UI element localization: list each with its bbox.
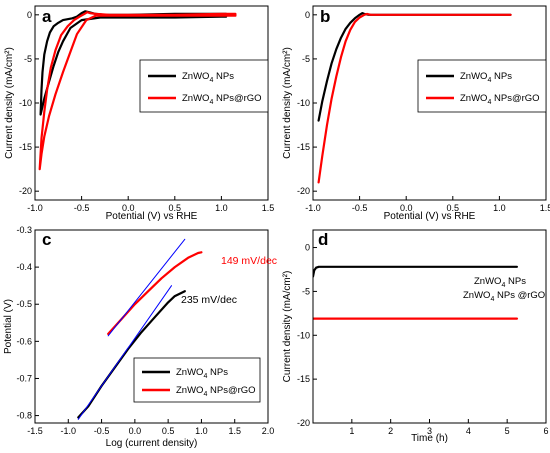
x-tick-label: -1.0: [305, 203, 321, 213]
annotation-label: ZnWO4 NPs: [474, 276, 526, 289]
x-tick-label: -1.5: [27, 426, 43, 436]
legend-entry: ZnWO4 NPs@rGO: [182, 93, 262, 106]
panel-label: a: [42, 7, 52, 26]
x-axis-label: Potential (V) vs RHE: [106, 211, 198, 222]
y-tick-label: -20: [297, 186, 310, 196]
x-tick-label: 3: [427, 426, 432, 436]
y-tick-label: 0: [305, 243, 310, 253]
y-tick-label: -0.5: [16, 299, 32, 309]
y-axis-label: Current density (mA/cm²): [282, 271, 293, 383]
x-tick-label: 2: [388, 426, 393, 436]
x-tick-label: 0.5: [447, 203, 460, 213]
x-tick-label: 1.5: [228, 426, 241, 436]
y-tick-label: -5: [24, 54, 32, 64]
y-tick-label: -15: [19, 142, 32, 152]
x-axis-label: Potential (V) vs RHE: [384, 211, 476, 222]
legend-entry: ZnWO4 NPs@rGO: [460, 93, 540, 106]
panel-label: b: [320, 7, 330, 26]
y-tick-label: -5: [302, 54, 310, 64]
y-tick-label: -0.4: [16, 262, 32, 272]
y-tick-label: -10: [19, 98, 32, 108]
y-tick-label: -0.7: [16, 373, 32, 383]
series-line-2: [38, 11, 237, 171]
x-tick-label: 1.0: [215, 203, 228, 213]
series-line-4: [107, 238, 186, 337]
x-tick-label: -0.5: [74, 203, 90, 213]
y-tick-label: -20: [19, 186, 32, 196]
panel-c: -1.5 -1.0 -0.5 0.0 0.5 1.0 1.5 2.0 -0.3 -0.4 -0.5 -…: [3, 225, 277, 449]
x-axis-label: Time (h): [411, 433, 448, 444]
x-tick-label: 0.0: [400, 203, 413, 213]
x-tick-label: 2.0: [262, 426, 275, 436]
series-line-3: [77, 285, 172, 420]
legend-box: [133, 357, 261, 403]
x-tick-label: 1: [349, 426, 354, 436]
plot-frame: [312, 229, 547, 424]
y-tick-label: -10: [297, 98, 310, 108]
x-tick-label: 1.0: [195, 426, 208, 436]
legend-box: [139, 59, 269, 113]
x-tick-label: 0.0: [122, 203, 135, 213]
legend-entry: ZnWO4 NPs: [176, 367, 228, 380]
y-tick-label: -15: [297, 142, 310, 152]
y-tick-label: -0.3: [16, 225, 32, 235]
x-tick-label: -0.5: [94, 426, 110, 436]
y-tick-label: -0.6: [16, 336, 32, 346]
panel-label: d: [318, 230, 328, 249]
annotation-label: 235 mV/dec: [181, 294, 237, 306]
y-axis-label: Potential (V): [3, 299, 14, 354]
panel-d: 1 2 3 4 5 6 0 -5 -10 -15 -20 Time (h) Current densit…: [282, 229, 549, 444]
x-tick-label: 4: [466, 426, 471, 436]
y-tick-label: -15: [297, 374, 310, 384]
annotation-label: 149 mV/dec: [221, 255, 277, 267]
x-tick-label: 6: [543, 426, 548, 436]
y-tick-label: 0: [305, 10, 310, 20]
y-tick-label: -20: [297, 418, 310, 428]
y-tick-label: -10: [297, 330, 310, 340]
legend-entry: ZnWO4 NPs: [460, 71, 512, 84]
x-tick-label: -1.0: [27, 203, 43, 213]
x-tick-label: 1.5: [262, 203, 275, 213]
panel-label: c: [42, 230, 51, 249]
legend-box: [417, 59, 547, 113]
plot-frame: [34, 229, 269, 424]
annotation-label: ZnWO4 NPs @rGO: [463, 290, 545, 303]
legend-entry: ZnWO4 NPs@rGO: [176, 385, 256, 398]
y-tick-label: -5: [302, 286, 310, 296]
series-line-2: [317, 12, 512, 184]
x-axis-label: Log (current density): [106, 438, 198, 449]
x-tick-label: 1.5: [540, 203, 550, 213]
y-tick-label: 0: [27, 10, 32, 20]
x-tick-label: 1.0: [493, 203, 506, 213]
panel-a: -1.0 -0.5 0.0 0.5 1.0 1.5 0 -5 -10 -15 -20 Potentia…: [4, 5, 275, 222]
x-tick-label: 5: [505, 426, 510, 436]
x-tick-label: 0.5: [169, 203, 182, 213]
x-tick-label: -1.0: [61, 426, 77, 436]
series-line-1: [313, 265, 519, 278]
legend-entry: ZnWO4 NPs: [182, 71, 234, 84]
x-tick-label: -0.5: [352, 203, 368, 213]
x-tick-label: 0.5: [162, 426, 175, 436]
y-tick-label: -0.8: [16, 411, 32, 421]
x-tick-label: 0.0: [129, 426, 142, 436]
y-axis-label: Current density (mA/cm²): [282, 47, 293, 159]
panel-b: -1.0 -0.5 0.0 0.5 1.0 1.5 0 -5 -10 -15 -20 Potentia…: [282, 5, 550, 222]
y-axis-label: Current density (mA/cm²): [4, 47, 15, 159]
